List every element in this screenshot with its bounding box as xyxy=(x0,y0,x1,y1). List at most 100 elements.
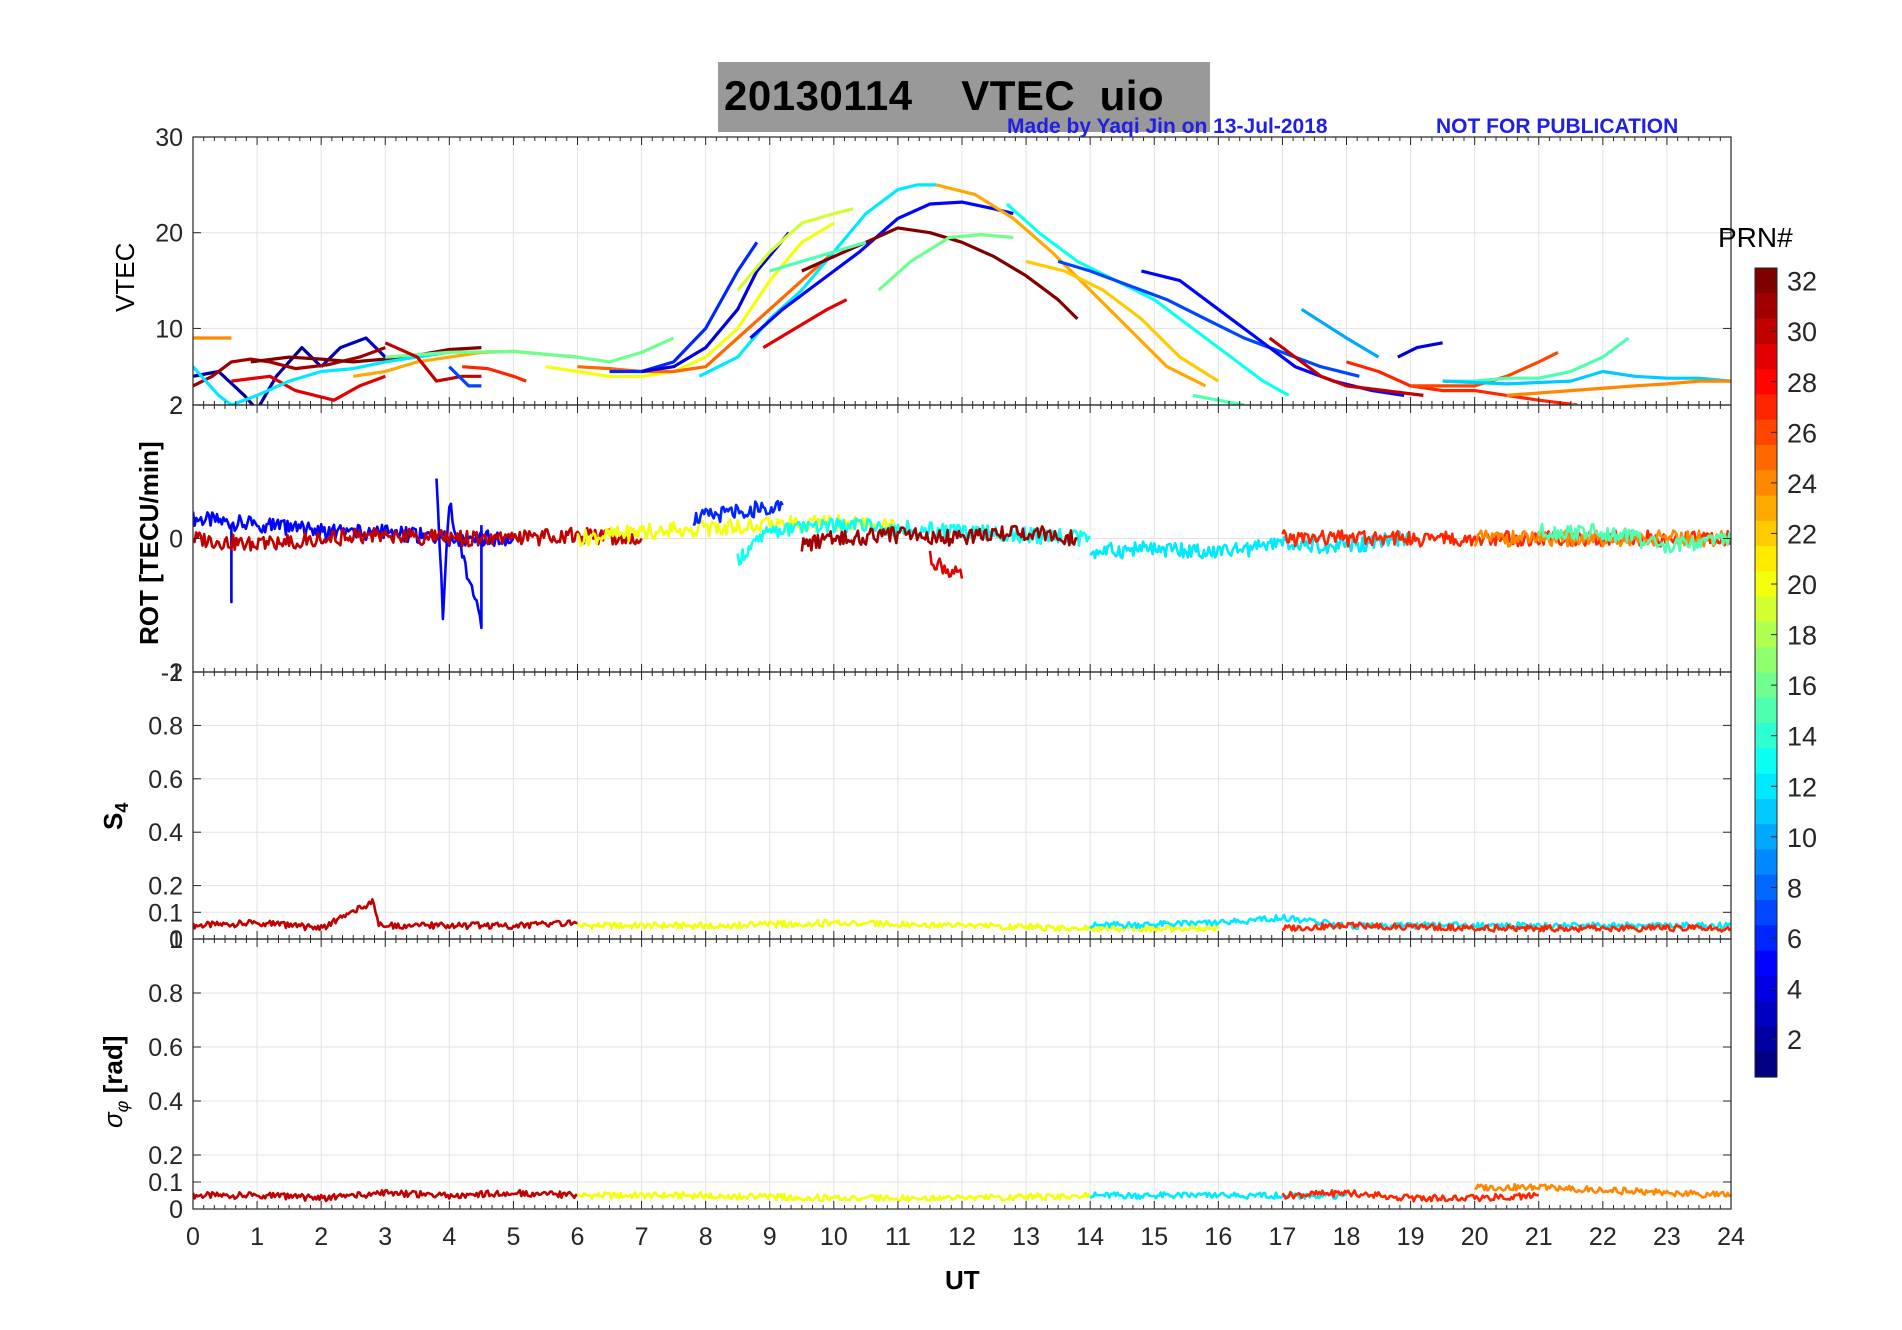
y-tick-label: 10 xyxy=(155,315,183,343)
panel-s4: 00.10.2 0.4 0.6 0.8 1 xyxy=(148,659,1732,954)
rot-ylabel: ROT [TECU/min] xyxy=(134,441,164,645)
series-line-prn-32 xyxy=(250,346,482,364)
colorbar-tick-label: 20 xyxy=(1787,570,1817,600)
y-tick-label: 2 xyxy=(169,392,183,420)
x-tick-label: 23 xyxy=(1653,1223,1681,1251)
x-tick-label: 3 xyxy=(378,1223,392,1251)
colorbar-segment xyxy=(1755,874,1777,901)
series-line-prn-24 xyxy=(1473,529,1731,548)
colorbar-segment xyxy=(1755,748,1777,775)
series-sigma_phi xyxy=(193,1182,1731,1203)
colorbar-segment xyxy=(1755,925,1777,952)
series-line-prn-15 xyxy=(1537,522,1731,554)
colorbar-segment xyxy=(1755,1026,1777,1053)
credit-made-by: Made by Yaqi Jin on 13-Jul-2018 xyxy=(1007,115,1328,138)
series-line-prn-24 xyxy=(1506,379,1731,397)
series-line-prn-30 xyxy=(1268,336,1424,397)
colorbar-tick-label: 24 xyxy=(1787,469,1817,499)
x-tick-label: 15 xyxy=(1140,1223,1168,1251)
x-ticks-vtec xyxy=(192,137,1732,405)
sigma-ylabel: σφ [rad] xyxy=(98,1035,133,1128)
series-line-prn-16 xyxy=(877,233,1014,292)
colorbar-segment xyxy=(1755,975,1777,1002)
series-line-prn-10 xyxy=(1300,307,1380,359)
series-line-prn-27 xyxy=(1346,360,1578,405)
x-tick-label: 16 xyxy=(1204,1223,1232,1251)
vtec-ylabel: VTEC xyxy=(110,242,140,312)
x-tick-label: 24 xyxy=(1717,1223,1745,1251)
y-tick-label: 0.8 xyxy=(148,712,183,740)
colorbar-segment xyxy=(1755,343,1777,370)
colorbar-tick-label: 32 xyxy=(1787,267,1817,297)
y-tick-label: 0 xyxy=(169,1196,183,1224)
series-line-prn-19 xyxy=(736,207,854,292)
colorbar-segment xyxy=(1755,293,1777,320)
y-tick-label: 0.4 xyxy=(148,1088,183,1116)
x-ticks-rot xyxy=(192,405,1732,672)
colorbar-segment xyxy=(1755,849,1777,876)
colorbar-segment xyxy=(1755,950,1777,977)
y-tick-label: 0.4 xyxy=(148,819,183,847)
x-tick-label: 6 xyxy=(571,1223,585,1251)
x-tick-label: 17 xyxy=(1269,1223,1297,1251)
y-tick-label: 0.1 xyxy=(148,1169,183,1197)
series-line-prn-4 xyxy=(641,231,791,374)
series-line-prn-20 xyxy=(545,221,835,378)
series-line-prn-24 xyxy=(1474,1182,1731,1199)
series-line-prn-22 xyxy=(1025,259,1220,383)
series-line-prn-3 xyxy=(320,336,387,368)
colorbar-tick-label: 14 xyxy=(1787,722,1817,752)
series-line-prn-6 xyxy=(692,499,784,526)
y-tick-label: -2 xyxy=(161,659,183,687)
series-line-prn-12 xyxy=(698,183,937,378)
x-tick-label: 2 xyxy=(314,1223,328,1251)
x-ticks-sigma_phi xyxy=(192,939,1732,1209)
y-tick-label: 1 xyxy=(169,926,183,954)
series-line-prn-7 xyxy=(1057,259,1360,378)
series-line-prn-15 xyxy=(1442,336,1630,383)
colorbar-tick-label: 30 xyxy=(1787,317,1817,347)
y-tick-label: 1 xyxy=(169,659,183,687)
y-tick-label: 20 xyxy=(155,220,183,248)
series-line-prn-5 xyxy=(749,200,1014,340)
colorbar-title: PRN# xyxy=(1718,222,1793,253)
panels-layer: 2102030-20200.10.20.40.60.8100.10.20.40.… xyxy=(148,124,1745,1251)
panel-sigma_phi: 00.10.20.40.60.810 1 2 3 4 5 6 7 8 9 10 11 12 13 14 15 1… xyxy=(148,926,1745,1251)
y-tick-label: 0.6 xyxy=(148,1034,183,1062)
y-tick-label: 0.2 xyxy=(148,873,183,901)
colorbar-segment xyxy=(1755,621,1777,648)
colorbar-segment xyxy=(1755,697,1777,724)
colorbar-segment xyxy=(1755,394,1777,421)
series-line-prn-12 xyxy=(193,350,450,405)
title-background xyxy=(718,62,1210,132)
colorbar-segment xyxy=(1755,1001,1777,1028)
series-line-prn-30 xyxy=(193,526,643,552)
series-line-prn-17 xyxy=(1570,403,1582,405)
panel-vtec: 2 10 20 30 xyxy=(155,124,1732,420)
series-line-prn-29 xyxy=(762,298,848,349)
colorbar-segment xyxy=(1755,268,1777,294)
y-tick-label: 0 xyxy=(169,926,183,954)
series-line-prn-32 xyxy=(801,226,1079,321)
colorbar-segment xyxy=(1755,798,1777,825)
x-tick-label: 21 xyxy=(1525,1223,1553,1251)
x-tick-label: 20 xyxy=(1461,1223,1489,1251)
series-line-prn-30 xyxy=(384,341,482,383)
s4-ylabel: S4 xyxy=(98,802,133,830)
x-ticks-s4 xyxy=(192,672,1732,939)
y-tick-label: 0.1 xyxy=(148,899,183,927)
series-line-prn-27 xyxy=(462,365,527,383)
x-tick-label: 1 xyxy=(250,1223,264,1251)
series-line-prn-5 xyxy=(1141,269,1405,397)
series-s4 xyxy=(193,898,1731,933)
series-line-prn-30 xyxy=(193,898,578,932)
x-tick-label: 14 xyxy=(1076,1223,1104,1251)
x-tick-label: 0 xyxy=(186,1223,200,1251)
y-tick-label: 0.6 xyxy=(148,766,183,794)
series-line-prn-4 xyxy=(1397,341,1443,359)
colorbar-tick-label: 8 xyxy=(1787,873,1802,903)
grid-sigma_phi xyxy=(192,938,1732,1210)
colorbar-segment xyxy=(1755,495,1777,522)
